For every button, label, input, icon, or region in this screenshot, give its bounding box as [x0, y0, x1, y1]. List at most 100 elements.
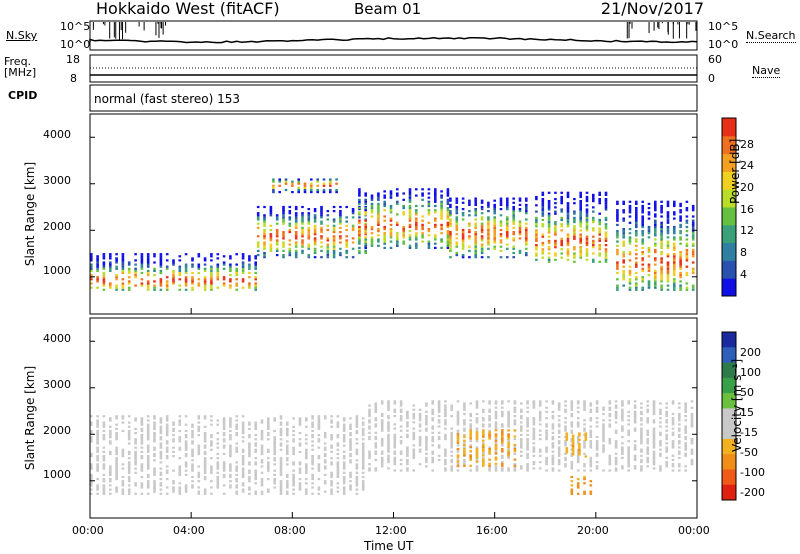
velocity-cell	[159, 478, 163, 481]
velocity-cell	[507, 417, 510, 420]
velocity-cell	[608, 442, 612, 445]
power-cell	[383, 215, 386, 218]
velocity-cell	[286, 448, 289, 451]
power-cell	[547, 212, 551, 215]
velocity-cbar-tick-200: 200	[740, 346, 761, 359]
power-cell	[641, 204, 644, 208]
velocity-cell	[684, 452, 687, 455]
power-cell	[499, 241, 503, 244]
power-cell	[654, 244, 657, 247]
velocity-cell	[678, 415, 681, 418]
velocity-cell	[602, 431, 605, 434]
power-cell	[673, 282, 676, 285]
velocity-cell	[203, 444, 207, 447]
velocity-cell	[349, 459, 352, 462]
velocity-cell	[614, 417, 618, 420]
power-cell	[622, 240, 625, 243]
velocity-cell	[222, 427, 226, 430]
power-cell	[622, 202, 625, 205]
power-cell	[421, 188, 424, 191]
velocity-cell	[475, 467, 479, 470]
power-cell	[415, 219, 418, 222]
velocity-cell	[323, 436, 327, 439]
power-cell	[566, 221, 570, 224]
power-cell	[525, 203, 528, 206]
velocity-cell	[494, 456, 498, 459]
power-ytick-3000: 3000	[43, 174, 71, 187]
power-cell	[109, 284, 112, 287]
velocity-cell	[469, 458, 472, 461]
velocity-cell	[184, 465, 188, 468]
velocity-cell	[109, 467, 112, 470]
power-cell	[647, 230, 651, 233]
power-cell	[679, 230, 682, 233]
velocity-cell	[444, 427, 447, 430]
velocity-cell	[191, 452, 194, 456]
velocity-cell	[494, 425, 498, 428]
power-cell	[598, 248, 601, 251]
power-cell	[248, 282, 251, 285]
power-cell	[121, 284, 125, 287]
velocity-cell	[336, 490, 340, 493]
velocity-cbar-tick-50: 50	[740, 386, 754, 399]
power-cell	[628, 253, 632, 256]
power-cell	[121, 286, 125, 289]
velocity-cell	[551, 458, 555, 462]
velocity-cell	[172, 446, 175, 449]
velocity-cell	[380, 463, 384, 466]
power-cell	[235, 263, 238, 266]
velocity-cell	[589, 402, 593, 405]
power-colorbar-segment	[722, 118, 736, 137]
velocity-cell	[526, 440, 529, 443]
velocity-cell	[178, 471, 182, 474]
velocity-cell	[248, 486, 251, 489]
velocity-cell	[520, 427, 523, 430]
power-cell	[415, 238, 418, 241]
velocity-cell	[595, 444, 599, 447]
velocity-cell	[317, 438, 321, 441]
power-cell	[449, 235, 452, 238]
power-cell	[345, 228, 348, 232]
velocity-cell	[690, 448, 694, 451]
power-cell	[487, 220, 490, 223]
velocity-cell	[520, 429, 523, 432]
velocity-cell	[317, 469, 321, 472]
power-cell	[294, 251, 298, 255]
velocity-cell	[412, 412, 416, 416]
power-cell	[389, 232, 393, 235]
power-cell	[140, 282, 144, 285]
velocity-cell	[431, 458, 434, 462]
power-cell	[446, 236, 450, 239]
velocity-cell	[412, 454, 416, 457]
power-cell	[96, 265, 99, 268]
velocity-cell	[374, 425, 378, 428]
power-cell	[282, 245, 285, 248]
power-cell	[512, 201, 515, 204]
velocity-cell	[450, 469, 453, 472]
velocity-cell	[127, 465, 131, 468]
velocity-cell	[355, 429, 359, 433]
power-cell	[598, 193, 601, 196]
velocity-cell	[184, 473, 188, 476]
velocity-cell	[507, 423, 510, 426]
velocity-cell	[437, 404, 441, 407]
velocity-cell	[342, 478, 346, 481]
power-cell	[493, 237, 496, 240]
velocity-cell	[475, 433, 479, 436]
velocity-cell	[576, 486, 580, 489]
power-cell	[647, 232, 651, 235]
velocity-cell	[583, 469, 586, 472]
power-cell	[291, 191, 294, 194]
power-cell	[506, 220, 509, 223]
velocity-cell	[589, 456, 593, 459]
velocity-cell	[368, 456, 371, 459]
power-cell	[660, 280, 663, 283]
velocity-cell	[222, 463, 226, 466]
nsky-line	[89, 36, 698, 44]
power-cell	[282, 222, 285, 225]
power-cell	[461, 212, 465, 215]
power-cell	[307, 218, 311, 221]
power-cell	[573, 216, 576, 219]
velocity-cell	[361, 471, 365, 474]
power-cell	[691, 209, 695, 212]
